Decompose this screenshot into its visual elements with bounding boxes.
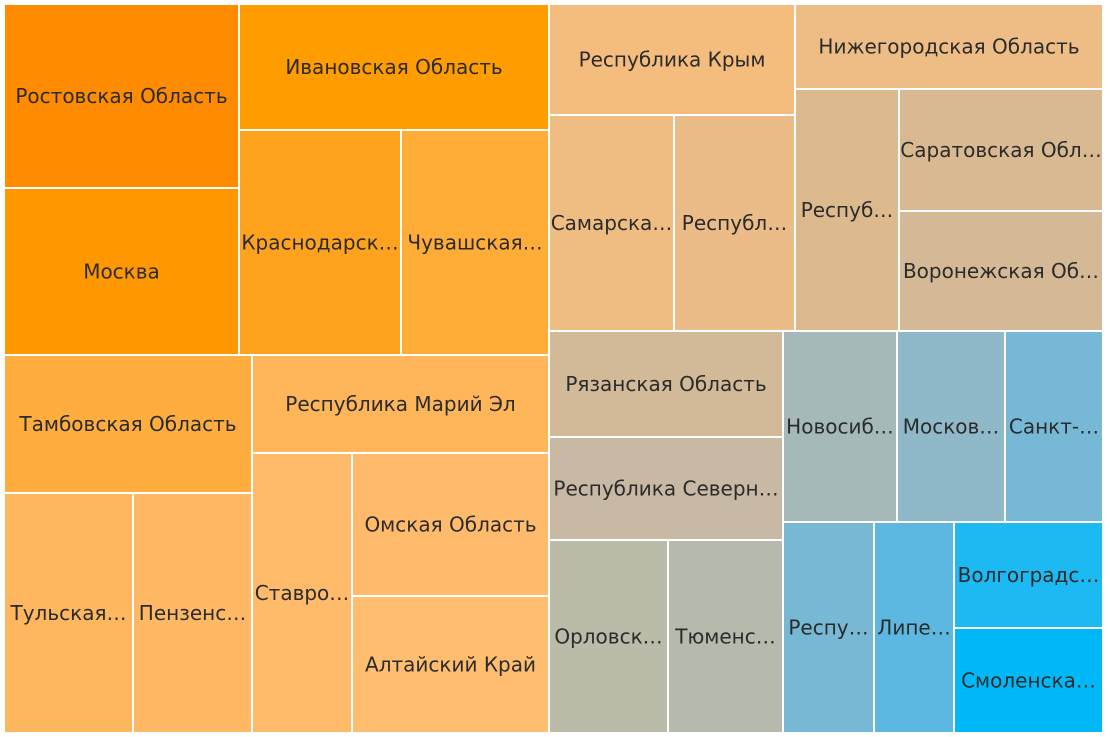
treemap-cell-rect [550,332,782,436]
treemap-cell-rect [669,541,782,732]
treemap-cell-rect [5,356,251,492]
treemap-cell-rect [240,5,548,129]
treemap-cell-rect [550,438,782,539]
treemap-cell-label: Москов… [903,415,1000,439]
treemap-cell[interactable]: Респу… [784,523,873,732]
treemap-cell-label: Москва [83,260,160,284]
treemap-cell[interactable]: Санкт-… [1006,332,1102,521]
treemap-cell-rect [240,131,400,354]
treemap-cell-label: Волгоградс… [958,563,1100,587]
treemap-cell-rect [955,629,1102,732]
treemap-cell-rect [5,494,132,732]
treemap-cell-label: Новосиб… [786,415,894,439]
treemap-cell[interactable]: Новосиб… [784,332,896,521]
treemap-cell-label: Саратовская Обл… [900,138,1101,162]
treemap-cell[interactable]: Липе… [875,523,953,732]
treemap-cell-rect [5,189,238,354]
treemap-cell-rect [550,116,673,330]
treemap-cell-rect [550,541,667,732]
treemap-cell-label: Тамбовская Область [18,412,236,436]
treemap-cell[interactable]: Ставро… [253,454,351,732]
treemap-cell-label: Респу… [788,616,868,640]
treemap-cell[interactable]: Самарска… [550,116,673,330]
treemap-cell-label: Санкт-… [1009,415,1099,439]
treemap-cell[interactable]: Республика Марий Эл [253,356,548,452]
treemap-cell[interactable]: Респуб… [796,90,898,330]
treemap-cell-label: Смоленска… [961,669,1096,693]
treemap-cell-label: Алтайский Край [365,653,536,677]
treemap-cell-rect [402,131,548,354]
treemap-cell-label: Республика Марий Эл [285,392,515,416]
treemap-cell[interactable]: Республика Северн… [550,438,782,539]
treemap-cell[interactable]: Орловск… [550,541,667,732]
treemap-cell-label: Рязанская Область [565,372,766,396]
treemap-cell[interactable]: Москов… [898,332,1004,521]
treemap-cell[interactable]: Ростовская Область [5,5,238,187]
treemap-cell-rect [253,356,548,452]
treemap-cell-label: Респуб… [801,198,894,222]
treemap-cell-label: Чувашская… [407,231,542,255]
treemap-cell[interactable]: Краснодарск… [240,131,400,354]
treemap-cell-rect [955,523,1102,627]
treemap-cell[interactable]: Тюменс… [669,541,782,732]
treemap-cell-rect [5,5,238,187]
treemap-cell-label: Самарска… [551,211,673,235]
treemap-cell-label: Воронежская Об… [903,259,1099,283]
treemap-cell-rect [898,332,1004,521]
treemap-cell-rect [796,5,1102,88]
treemap-cell-rect [353,597,548,732]
treemap-cell-rect [796,90,898,330]
treemap-cell-rect [784,523,873,732]
treemap-cell[interactable]: Республ… [675,116,794,330]
treemap-cell-rect [253,454,351,732]
treemap-cell-rect [550,5,794,114]
treemap-cell-label: Ставро… [255,581,350,605]
treemap-cell-label: Орловск… [554,625,662,649]
treemap-cell-rect [875,523,953,732]
treemap-cell[interactable]: Тульская… [5,494,132,732]
treemap-cell-rect [675,116,794,330]
treemap-cell-label: Нижегородская Область [818,35,1079,59]
treemap-cell[interactable]: Воронежская Об… [900,212,1102,330]
treemap-cell[interactable]: Саратовская Обл… [900,90,1102,210]
treemap-cell-label: Ивановская Область [285,55,502,79]
treemap-cell-label: Тюменс… [674,625,776,649]
treemap-cell-label: Тульская… [10,601,127,625]
treemap-cell-label: Республика Крым [579,48,766,72]
treemap-cell-rect [900,212,1102,330]
treemap-cell[interactable]: Смоленска… [955,629,1102,732]
treemap-cell-rect [784,332,896,521]
treemap-cell[interactable]: Нижегородская Область [796,5,1102,88]
treemap-cell[interactable]: Рязанская Область [550,332,782,436]
treemap-cell[interactable]: Пензенс… [134,494,251,732]
treemap-cell[interactable]: Республика Крым [550,5,794,114]
treemap-cell[interactable]: Тамбовская Область [5,356,251,492]
treemap-cell[interactable]: Омская Область [353,454,548,595]
treemap-cell[interactable]: Чувашская… [402,131,548,354]
treemap-cell-label: Омская Область [364,513,536,537]
treemap-cell-rect [134,494,251,732]
treemap-cell-rect [353,454,548,595]
treemap-cell-label: Республ… [682,211,787,235]
treemap-cell-label: Ростовская Область [15,84,227,108]
treemap-cell[interactable]: Алтайский Край [353,597,548,732]
treemap-cell-label: Краснодарск… [241,231,398,255]
treemap-cell-rect [900,90,1102,210]
treemap-cell[interactable]: Москва [5,189,238,354]
treemap-cell[interactable]: Ивановская Область [240,5,548,129]
treemap-cell-label: Республика Северн… [553,477,778,501]
treemap-cell[interactable]: Волгоградс… [955,523,1102,627]
treemap-cell-label: Пензенс… [139,601,246,625]
treemap-cell-rect [1006,332,1102,521]
treemap-cell-label: Липе… [877,616,950,640]
